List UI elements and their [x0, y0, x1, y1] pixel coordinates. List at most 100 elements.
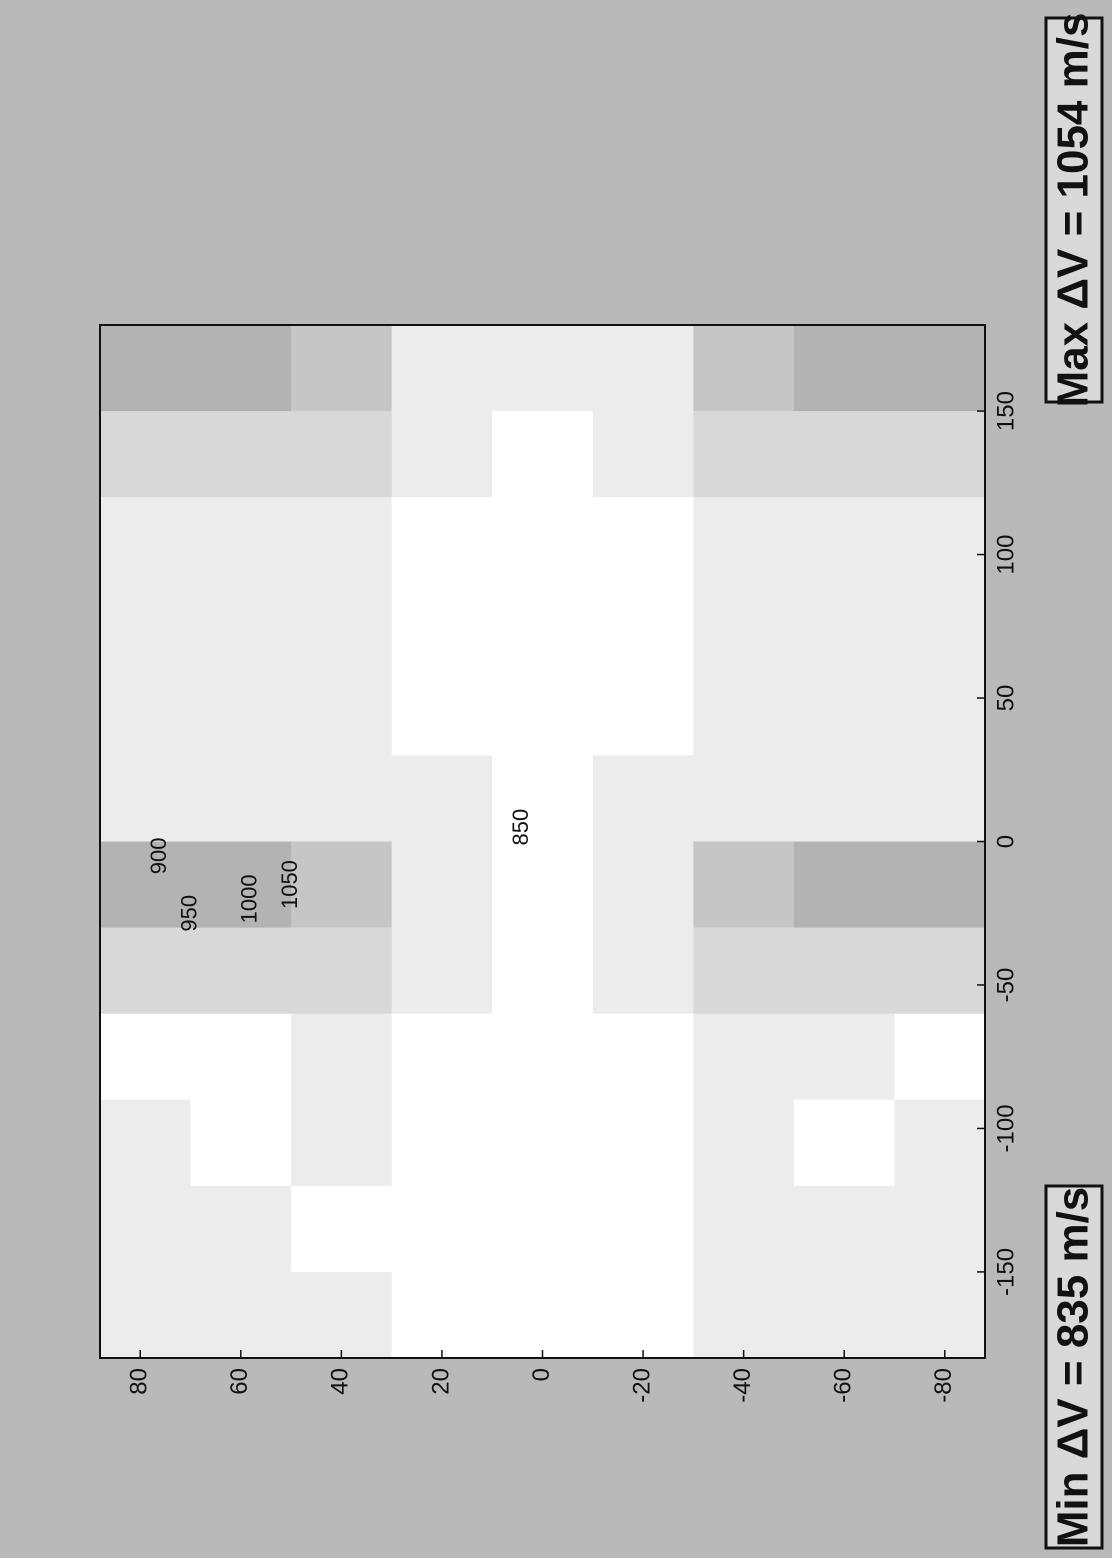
contour-cell [391, 496, 493, 584]
x-tick-label: -150 [992, 1248, 1019, 1296]
contour-cell [492, 496, 594, 584]
contour-cell [492, 325, 594, 412]
contour-cell [894, 841, 985, 928]
contour-cell [592, 1013, 694, 1100]
contour-cell [592, 927, 694, 1014]
contour-cell [894, 754, 985, 842]
contour-cell [391, 668, 493, 756]
contour-cell [100, 410, 192, 498]
contour-cell [100, 1185, 192, 1272]
contour-cell [492, 1013, 594, 1100]
annotation-box [1044, 16, 1104, 404]
contour-cell [592, 496, 694, 584]
y-tick-label: 20 [427, 1368, 454, 1395]
contour-cell [793, 582, 895, 670]
y-tick-label: 40 [327, 1368, 354, 1395]
contour-cell [693, 1099, 795, 1186]
contour-cell [894, 927, 985, 1014]
contour-cell [693, 668, 795, 756]
contour-cell [693, 410, 795, 498]
contour-cell [793, 754, 895, 842]
contour-cell [793, 496, 895, 584]
contour-cell [693, 1271, 795, 1358]
x-tick-label: -100 [992, 1104, 1019, 1152]
contour-cell [793, 1271, 895, 1358]
contour-cell [391, 1013, 493, 1100]
cells [100, 325, 985, 1358]
contour-cell [190, 1013, 292, 1100]
contour-cell [291, 1013, 393, 1100]
contour-cell [190, 1185, 292, 1272]
y-tick-label: 60 [226, 1368, 253, 1395]
annotation-box [1044, 1184, 1104, 1550]
y-tick-label: 0 [528, 1368, 555, 1381]
contour-cell [291, 668, 393, 756]
annotation: Min ΔV = 835 m/s [1049, 1187, 1098, 1548]
contour-cell [391, 325, 493, 412]
x-tick-label: -50 [992, 968, 1019, 1003]
contour-cell [100, 1271, 192, 1358]
contour-cell [100, 927, 192, 1014]
contour-cell [592, 754, 694, 842]
contour-cell [793, 410, 895, 498]
contour-cell [492, 668, 594, 756]
contour-cell [693, 754, 795, 842]
contour-cell [100, 754, 192, 842]
y-tick-label: -60 [830, 1368, 857, 1403]
contour-cell [793, 668, 895, 756]
contour-cell [291, 1271, 393, 1358]
contour-cell [492, 1185, 594, 1272]
contour-cell [190, 582, 292, 670]
contour-cell [100, 668, 192, 756]
contour-cell [190, 668, 292, 756]
x-tick-label: 100 [992, 535, 1019, 575]
contour-cell [291, 496, 393, 584]
contour-cell [793, 1099, 895, 1186]
contour-label: 950 [176, 895, 201, 932]
contour-cell [492, 582, 594, 670]
contour-label: 900 [146, 837, 171, 874]
contour-cell [592, 325, 694, 412]
contour-cell [793, 841, 895, 928]
y-tick-label: 80 [126, 1368, 153, 1395]
contour-cell [291, 841, 393, 928]
contour-cell [693, 1185, 795, 1272]
contour-cell [592, 1185, 694, 1272]
contour-cell [693, 927, 795, 1014]
contour-cell [793, 325, 895, 412]
contour-cell [492, 927, 594, 1014]
contour-cell [391, 1185, 493, 1272]
contour-cell [391, 582, 493, 670]
contour-cell [391, 1099, 493, 1186]
contour-cell [894, 668, 985, 756]
contour-cell [190, 1099, 292, 1186]
contour-cell [291, 410, 393, 498]
contour-cell [391, 410, 493, 498]
contour-cell [894, 496, 985, 584]
contour-cell [492, 754, 594, 842]
contour-cell [291, 927, 393, 1014]
contour-cell [693, 325, 795, 412]
contour-label: 1000 [237, 874, 262, 923]
contour-cell [592, 410, 694, 498]
contour-cell [190, 754, 292, 842]
x-tick-label: 50 [992, 685, 1019, 712]
contour-cell [592, 582, 694, 670]
contour-cell [793, 927, 895, 1014]
contour-cell [100, 841, 192, 928]
contour-label: 850 [508, 809, 533, 846]
contour-cell [391, 927, 493, 1014]
contour-cell [100, 496, 192, 584]
y-tick-label: -20 [628, 1368, 655, 1403]
contour-cell [894, 410, 985, 498]
contour-cell [291, 582, 393, 670]
contour-label: 1050 [277, 860, 302, 909]
contour-cell [291, 754, 393, 842]
contour-cell [100, 325, 192, 412]
annotation: Max ΔV = 1054 m/s [1049, 13, 1098, 408]
contour-cell [391, 754, 493, 842]
contour-cell [391, 1271, 493, 1358]
x-tick-label: 0 [992, 835, 1019, 848]
